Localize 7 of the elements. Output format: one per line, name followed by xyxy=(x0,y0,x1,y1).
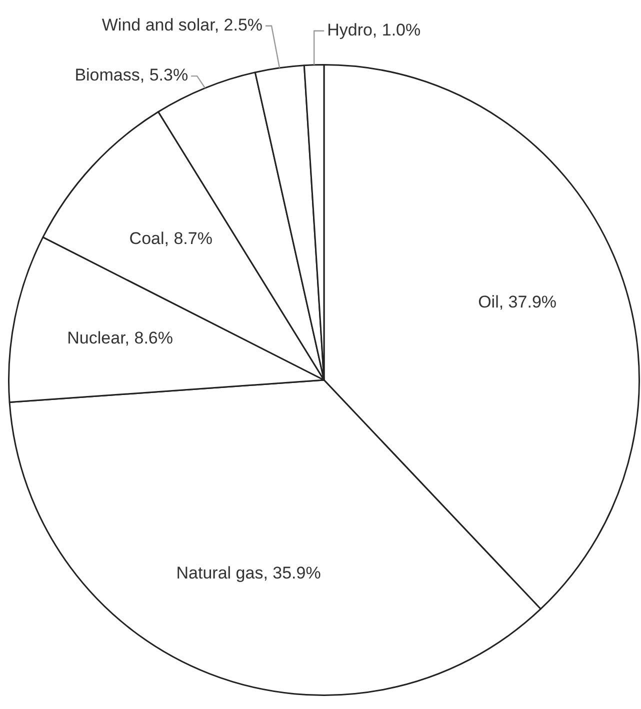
slice-label: Wind and solar, 2.5% xyxy=(102,16,263,35)
slice-label: Nuclear, 8.6% xyxy=(67,328,173,348)
slice-label: Oil, 37.9% xyxy=(478,292,557,312)
slice-label: Natural gas, 35.9% xyxy=(176,564,321,583)
slice-label: Hydro, 1.0% xyxy=(327,20,421,40)
slice-label: Coal, 8.7% xyxy=(129,228,212,248)
slice-label: Biomass, 5.3% xyxy=(74,66,188,85)
